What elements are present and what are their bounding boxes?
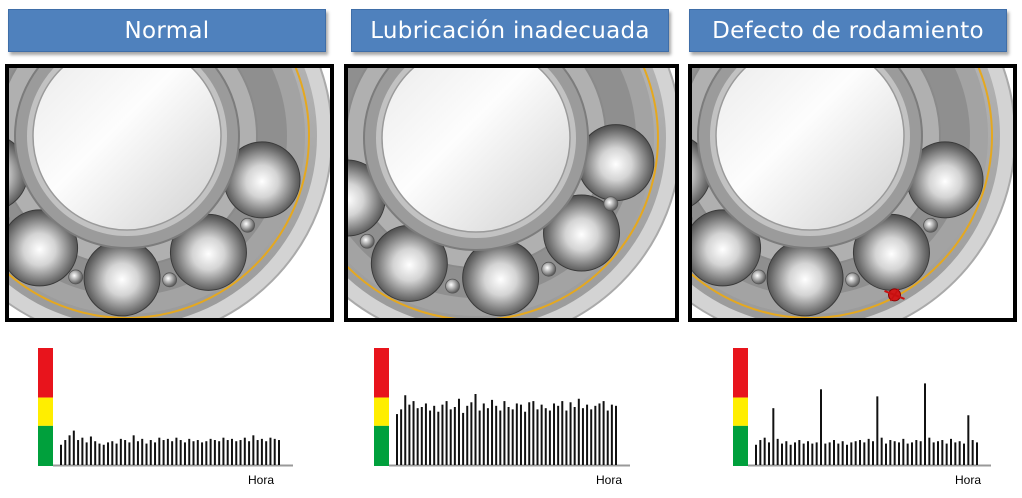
bearing-illustration-defect — [692, 68, 1013, 318]
bearing-frame-lubrication — [344, 64, 679, 322]
severity-red — [733, 348, 748, 398]
bearing-frame-defect — [688, 64, 1017, 322]
x-axis-label-defect: Hora — [955, 473, 982, 487]
vibration-bars-lubrication — [374, 348, 630, 467]
x-axis-label-normal: Hora — [248, 473, 275, 487]
vibration-chart-defect: Hora — [733, 348, 991, 487]
panel-title-lubrication: Lubricación inadecuada — [351, 9, 669, 52]
severity-red — [374, 348, 389, 398]
severity-yellow — [38, 397, 53, 426]
vibration-bars-defect — [733, 348, 991, 467]
vibration-bars-normal — [38, 348, 293, 467]
x-axis-label-lubrication: Hora — [596, 473, 623, 487]
severity-green — [38, 425, 53, 466]
bearing-frame-normal — [5, 64, 334, 322]
vibration-chart-normal: Hora — [38, 348, 293, 487]
severity-green — [374, 425, 389, 466]
panel-title-normal: Normal — [8, 9, 326, 52]
bearing-illustration-lubrication — [348, 68, 675, 318]
severity-red — [38, 348, 53, 398]
vibration-chart-lubrication: Hora — [374, 348, 630, 487]
bearing-illustration-normal — [9, 68, 330, 318]
severity-green — [733, 425, 748, 466]
panel-title-defect: Defecto de rodamiento — [689, 9, 1007, 52]
severity-yellow — [374, 397, 389, 426]
severity-yellow — [733, 397, 748, 426]
